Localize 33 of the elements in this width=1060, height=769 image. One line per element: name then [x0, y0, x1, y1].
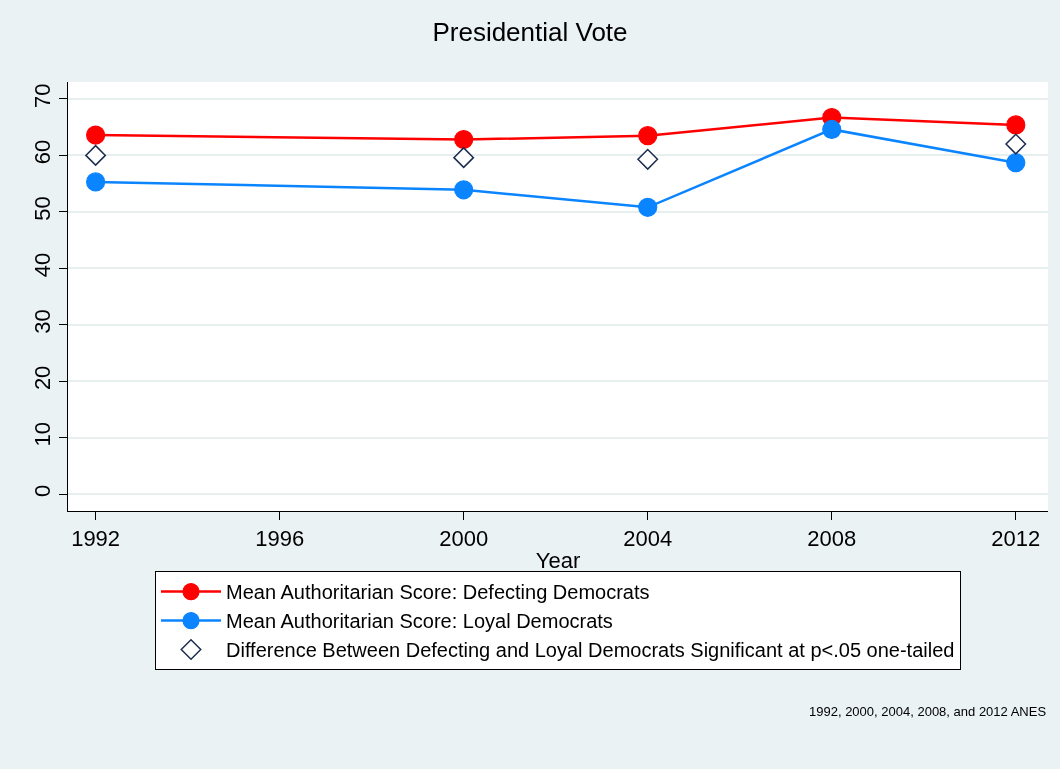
- y-tick-label: 50: [30, 196, 56, 221]
- x-tick-label: 2000: [439, 526, 489, 552]
- chart-title: Presidential Vote: [432, 17, 628, 48]
- y-tick-label: 10: [30, 422, 56, 447]
- point: [454, 129, 474, 150]
- x-tick-label: 1996: [255, 526, 305, 552]
- y-tick-label: 60: [30, 139, 56, 165]
- y-tick-label: 70: [30, 83, 56, 108]
- y-tick-label: 30: [30, 309, 56, 334]
- point: [822, 119, 842, 140]
- point: [86, 125, 106, 145]
- point: [638, 126, 658, 146]
- point: [1006, 153, 1026, 173]
- x-tick-label: 1992: [71, 526, 121, 552]
- y-tick-label: 20: [30, 365, 56, 391]
- point: [637, 148, 659, 170]
- legend-label: Mean Authoritarian Score: Loyal Democrats: [226, 610, 613, 633]
- text: 1992, 2000, 2004, 2008, and 2012 ANES: [809, 704, 1047, 719]
- x-tick-label: 2008: [807, 526, 857, 552]
- point: [454, 180, 474, 200]
- x-tick-label: 2012: [991, 526, 1041, 552]
- x-tick-label: 2004: [623, 526, 673, 552]
- y-tick-label: 0: [30, 484, 56, 497]
- point: [453, 147, 475, 169]
- point: [86, 172, 106, 192]
- point: [85, 144, 107, 166]
- legend-label: Difference Between Defecting and Loyal Democrats Significant at p<.05 one-tailed: [226, 639, 955, 662]
- legend-label: Mean Authoritarian Score: Defecting Democrats: [226, 581, 650, 604]
- x-axis-title: Year: [535, 548, 581, 574]
- point: [1005, 133, 1027, 155]
- y-tick-label: 40: [30, 252, 56, 278]
- point: [638, 197, 658, 217]
- point: [1006, 115, 1026, 135]
